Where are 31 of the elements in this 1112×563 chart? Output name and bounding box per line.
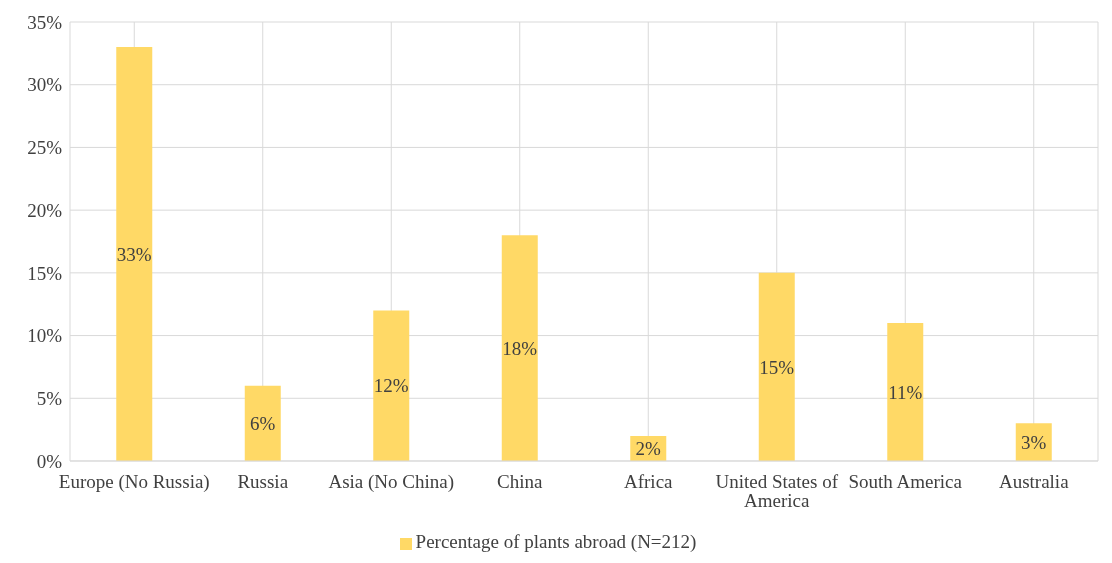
bar: [373, 310, 410, 461]
x-tick-label: Asia (No China): [328, 471, 455, 494]
bar: [116, 47, 153, 461]
x-tick-label: South America: [848, 471, 963, 493]
data-label: 12%: [373, 375, 409, 397]
y-tick-label: 30%: [27, 74, 63, 96]
data-label: 33%: [116, 243, 152, 265]
y-tick-label: 35%: [27, 11, 63, 33]
x-tick-label: Europe (No Russia): [58, 471, 210, 494]
data-label: 6%: [250, 413, 276, 435]
data-label: 11%: [888, 381, 923, 403]
y-tick-label: 15%: [27, 262, 63, 284]
legend-label: Percentage of plants abroad (N=212): [415, 531, 697, 552]
bar: [758, 272, 795, 461]
y-tick-label: 10%: [27, 325, 63, 347]
bar: [887, 323, 924, 461]
data-label: 2%: [635, 438, 662, 460]
bar: [501, 235, 538, 461]
y-tick-label: 20%: [27, 199, 63, 221]
y-tick-label: 5%: [36, 388, 63, 410]
data-label: 15%: [759, 356, 795, 378]
x-tick-label: Africa: [623, 471, 674, 493]
data-label: 18%: [502, 337, 538, 359]
y-tick-label: 0%: [36, 450, 63, 472]
data-label: 3%: [1021, 431, 1047, 453]
bar: [244, 385, 281, 461]
x-tick-label: China: [497, 471, 544, 493]
x-tick-label: Russia: [237, 471, 289, 493]
x-tick-label: Australia: [998, 471, 1070, 493]
x-tick-label: United States of America: [715, 471, 839, 512]
y-tick-label: 25%: [27, 137, 63, 159]
